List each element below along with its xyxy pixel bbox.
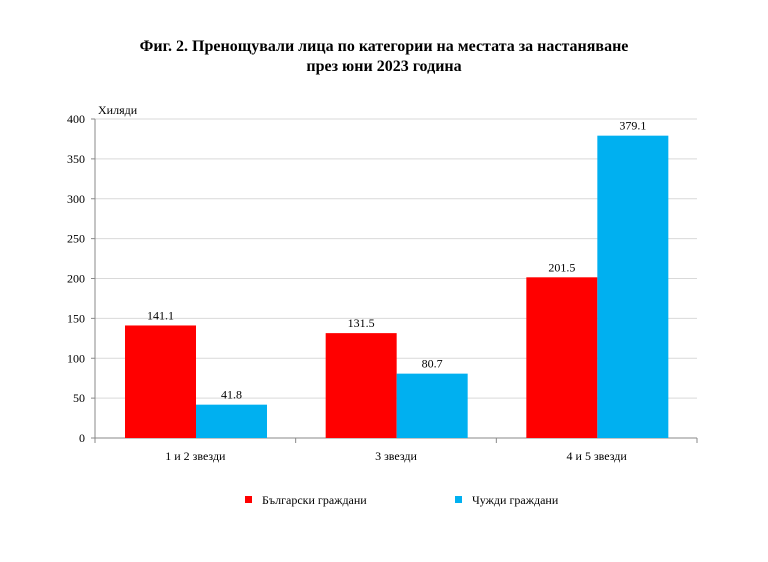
- y-tick-label: 50: [73, 391, 85, 405]
- x-tick-label: 3 звезди: [375, 449, 417, 463]
- y-tick-label: 200: [67, 272, 85, 286]
- data-label: 141.1: [147, 308, 174, 322]
- data-label: 201.5: [548, 260, 575, 274]
- data-label: 80.7: [422, 357, 443, 371]
- y-tick-label: 400: [67, 112, 85, 126]
- y-tick-label: 0: [79, 431, 85, 445]
- bar: [325, 333, 397, 438]
- bar: [125, 325, 196, 438]
- y-axis-label: Хиляди: [98, 103, 138, 117]
- y-tick-label: 100: [67, 351, 85, 365]
- legend-label: Български граждани: [262, 493, 367, 507]
- chart-title-line1: Фиг. 2. Пренощували лица по категории на…: [139, 38, 629, 55]
- legend-swatch: [245, 496, 252, 503]
- x-tick-label: 4 и 5 звезди: [567, 449, 628, 463]
- bar: [196, 404, 267, 438]
- data-label: 41.8: [221, 388, 242, 402]
- bar: [597, 135, 669, 438]
- data-label: 379.1: [619, 119, 646, 133]
- y-tick-label: 350: [67, 152, 85, 166]
- data-label: 131.5: [348, 316, 375, 330]
- bar: [526, 277, 598, 438]
- x-tick-label: 1 и 2 звезди: [165, 449, 226, 463]
- bar: [396, 373, 468, 438]
- legend-label: Чужди граждани: [472, 493, 559, 507]
- y-tick-label: 250: [67, 232, 85, 246]
- y-tick-label: 300: [67, 192, 85, 206]
- y-tick-label: 150: [67, 311, 85, 325]
- chart-title-line2: през юни 2023 година: [306, 58, 462, 75]
- legend-swatch: [455, 496, 462, 503]
